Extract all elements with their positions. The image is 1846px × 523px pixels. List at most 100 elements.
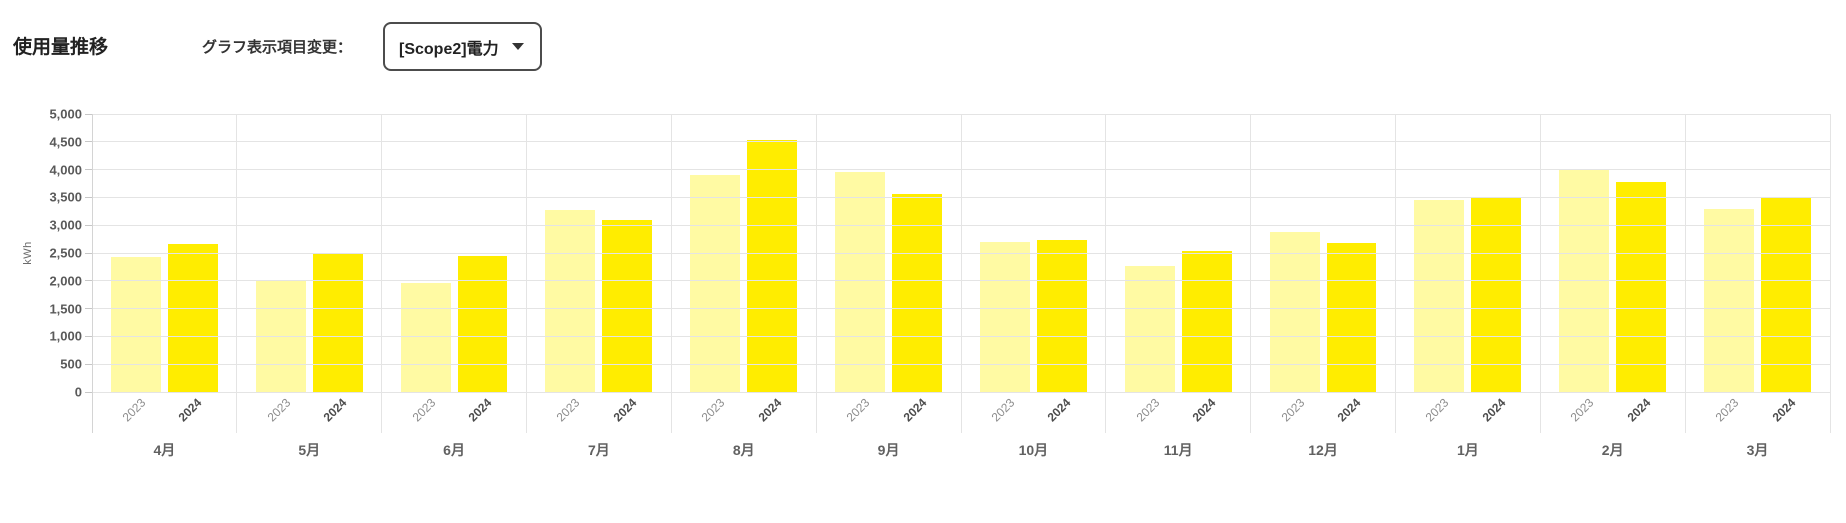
group-separator-line	[236, 114, 238, 433]
bar-2024-3月[interactable]	[1760, 196, 1811, 392]
month-label: 5月	[298, 442, 321, 458]
bar-2023-9月[interactable]	[835, 172, 886, 392]
month-group-11月: 2023 2024 11月	[1106, 114, 1251, 458]
series-year-label: 2023	[1133, 395, 1163, 425]
series-year-label: 2024	[900, 395, 930, 425]
series-year-label: 2024	[320, 395, 350, 425]
month-label: 7月	[588, 442, 610, 458]
graph-item-change-label: グラフ表示項目変更：	[202, 39, 353, 56]
group-separator-line	[1250, 114, 1252, 433]
series-year-label: 2023	[119, 395, 149, 425]
bar-2023-7月[interactable]	[545, 209, 596, 392]
series-year-label: 2024	[1769, 395, 1798, 425]
series-year-label: 2024	[1479, 395, 1509, 425]
group-separator-line	[1395, 114, 1396, 433]
series-year-label: 2024	[610, 395, 640, 425]
group-separator-line	[1829, 114, 1831, 433]
bar-2023-4月[interactable]	[110, 256, 161, 392]
group-separator-line	[1539, 114, 1541, 433]
group-separator-line	[1684, 114, 1686, 433]
month-group-12月: 2023 2024 12月	[1251, 114, 1396, 458]
series-year-label: 2024	[1189, 395, 1219, 425]
y-axis-tick	[85, 391, 92, 393]
chevron-down-icon	[512, 43, 524, 50]
y-tick-label: 2,500	[49, 245, 82, 261]
bar-2024-10月[interactable]	[1036, 239, 1087, 392]
y-axis-tick	[85, 196, 92, 198]
group-separator-line	[815, 114, 817, 433]
group-separator-line	[960, 114, 962, 433]
bar-2024-12月[interactable]	[1326, 243, 1377, 392]
series-year-label: 2023	[554, 395, 583, 425]
y-tick-label: 0	[74, 384, 82, 400]
y-axis-tick	[85, 224, 92, 226]
series-year-label: 2023	[843, 395, 873, 425]
y-axis-tick	[85, 308, 92, 310]
y-axis-tick	[85, 141, 92, 143]
month-group-9月: 2023 2024 9月	[816, 114, 961, 458]
graph-item-dropdown[interactable]: [Scope2]電力	[383, 22, 542, 71]
month-group-4月: 2023 2024 4月	[92, 114, 237, 458]
month-label: 2月	[1601, 442, 1624, 458]
bar-2024-8月[interactable]	[747, 140, 798, 392]
bar-2023-3月[interactable]	[1704, 208, 1755, 392]
series-year-label: 2023	[264, 395, 294, 425]
series-year-label: 2023	[988, 395, 1018, 425]
bar-2024-7月[interactable]	[602, 219, 653, 392]
group-separator-line	[670, 114, 672, 433]
month-label: 6月	[443, 442, 465, 458]
bar-2024-6月[interactable]	[457, 256, 508, 392]
month-label: 3月	[1746, 442, 1769, 458]
y-axis-tick	[85, 169, 92, 171]
y-tick-label: 1,000	[49, 328, 82, 344]
bar-groups: 2023 2024 4月 2023 2024 5月 2023 2024 6月 2023 2024 7月…	[92, 114, 1830, 458]
series-year-label: 2023	[1712, 395, 1742, 425]
y-tick-label: 5,000	[49, 106, 82, 122]
month-label: 11月	[1163, 442, 1193, 458]
month-group-1月: 2023 2024 1月	[1395, 114, 1540, 458]
bar-2024-1月[interactable]	[1471, 197, 1522, 392]
month-label: 8月	[732, 442, 755, 458]
series-year-label: 2024	[1045, 395, 1074, 425]
bar-2024-9月[interactable]	[892, 194, 942, 392]
series-year-label: 2023	[409, 395, 439, 425]
page-title: 使用量推移	[13, 37, 109, 58]
bar-2023-12月[interactable]	[1269, 232, 1320, 392]
group-separator-line	[381, 114, 383, 433]
series-year-label: 2024	[1334, 395, 1364, 425]
group-separator-line	[526, 114, 527, 433]
bar-2023-1月[interactable]	[1414, 200, 1465, 392]
y-tick-label: 2,000	[49, 273, 82, 289]
y-tick-label: 3,500	[49, 189, 82, 205]
y-tick-label: 4,000	[49, 162, 82, 178]
series-year-label: 2024	[1624, 395, 1654, 425]
y-tick-label: 4,500	[49, 134, 82, 150]
bar-2024-5月[interactable]	[312, 253, 363, 392]
bar-chart: kWh 2023 2024 4月 2023 2024 5月 2023 2024 6月 2023 20…	[22, 108, 1831, 458]
month-label: 1月	[1456, 442, 1479, 458]
month-label: 9月	[877, 442, 900, 458]
y-tick-label: 1,500	[49, 301, 82, 317]
series-year-label: 2023	[698, 395, 728, 425]
bar-2023-11月[interactable]	[1124, 266, 1175, 392]
y-tick-label: 500	[60, 356, 82, 372]
y-axis-tick	[85, 280, 92, 282]
bar-2023-10月[interactable]	[979, 242, 1030, 392]
month-group-8月: 2023 2024 8月	[671, 114, 816, 458]
bar-2024-11月[interactable]	[1181, 251, 1232, 392]
month-label: 10月	[1018, 442, 1049, 458]
bar-2024-2月[interactable]	[1616, 181, 1667, 392]
y-tick-label: 3,000	[49, 217, 82, 233]
bar-2023-6月[interactable]	[400, 283, 451, 392]
series-year-label: 2024	[176, 395, 205, 425]
bar-2023-8月[interactable]	[690, 175, 741, 392]
y-axis-tick	[85, 363, 92, 365]
graph-item-dropdown-value: [Scope2]電力	[399, 40, 499, 58]
bar-2024-4月[interactable]	[167, 244, 218, 392]
month-label: 4月	[153, 442, 176, 458]
month-group-10月: 2023 2024 10月	[961, 114, 1106, 458]
series-year-label: 2024	[755, 395, 785, 425]
series-year-label: 2023	[1278, 395, 1308, 425]
series-year-label: 2023	[1423, 395, 1452, 425]
